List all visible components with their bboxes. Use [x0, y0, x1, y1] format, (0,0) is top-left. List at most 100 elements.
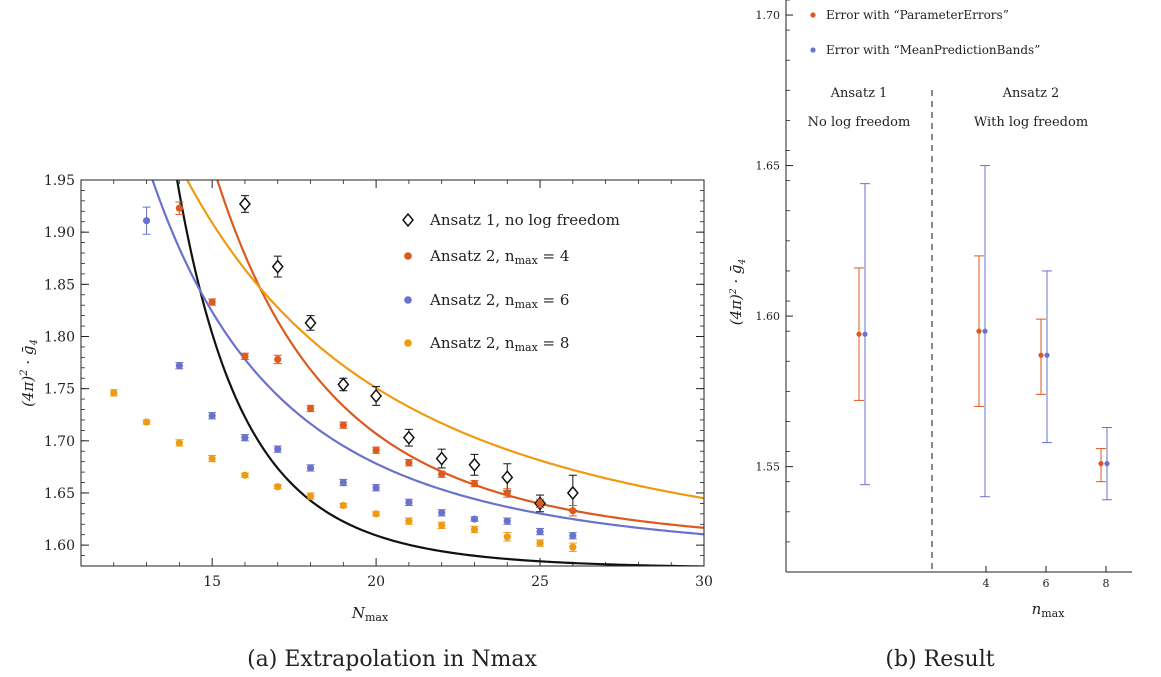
a-point-blue [438, 509, 446, 517]
a-point-red [306, 404, 315, 413]
a-point-orange [503, 533, 511, 541]
a-legend-marker [404, 339, 412, 347]
a-point-orange [208, 454, 216, 463]
a-point-orange [306, 492, 315, 500]
b-legend: Error with “ParameterErrors” Error with … [810, 8, 1040, 57]
a-y-tick-label: 1.70 [44, 434, 75, 450]
a-data-points [109, 195, 579, 552]
a-point-blue [569, 532, 577, 540]
a-point-diamond [468, 457, 481, 472]
a-point-diamond [337, 377, 350, 392]
b-y-tick-label: 1.55 [756, 461, 781, 474]
a-point-red [536, 499, 544, 508]
a-y-tick-label: 1.65 [44, 486, 75, 502]
a-point-orange [339, 501, 347, 510]
a-point-red [274, 355, 282, 364]
a-point-blue [405, 498, 413, 506]
b-y-tick-label: 1.70 [756, 9, 781, 22]
a-y-tick-label: 1.80 [44, 329, 75, 345]
a-point-blue [306, 464, 315, 472]
a-point-blue [503, 517, 511, 525]
a-fit-curve-red [216, 180, 704, 529]
b-point [982, 328, 988, 334]
b-legend-label-param: Error with “ParameterErrors” [826, 8, 1009, 22]
a-point-diamond [501, 470, 514, 485]
a-y-tick-label: 1.60 [44, 538, 75, 554]
a-x-tick-label: 15 [203, 574, 221, 590]
a-point-red [569, 507, 577, 515]
b-axes [785, 0, 1132, 573]
b-point [862, 331, 868, 337]
a-fit-curve-blue [151, 180, 704, 536]
a-point-orange [470, 525, 479, 534]
a-point-diamond [304, 315, 317, 331]
b-legend-label-band: Error with “MeanPredictionBands” [826, 43, 1040, 57]
a-point-orange [438, 521, 446, 529]
a-point-red [241, 352, 249, 360]
a-point-orange [175, 439, 183, 447]
a-point-orange [274, 483, 282, 491]
b-point [976, 328, 982, 334]
a-y-tick-label: 1.75 [44, 382, 75, 398]
b-section-1-subtitle: No log freedom [808, 115, 911, 130]
a-legend-label: Ansatz 1, no log freedom [429, 211, 620, 229]
b-section-2-subtitle: With log freedom [974, 115, 1088, 130]
a-point-diamond [402, 430, 415, 445]
a-point-blue [208, 412, 216, 420]
b-legend-marker-band [810, 47, 816, 53]
a-point-red [470, 479, 479, 488]
a-point-diamond [435, 451, 448, 466]
b-point [856, 331, 862, 337]
b-section-2-title: Ansatz 2 [1002, 86, 1060, 101]
a-x-tick-label: 30 [695, 574, 713, 590]
a-y-tick-label: 1.85 [44, 277, 75, 293]
b-x-axis-title: nmax [1032, 600, 1066, 620]
a-point-red [372, 446, 380, 454]
b-section-1-title: Ansatz 1 [830, 86, 888, 101]
a-point-blue [372, 484, 380, 492]
a-point-blue [142, 217, 151, 225]
a-point-orange [142, 418, 151, 426]
a-legend-label: Ansatz 2, nmax = 8 [429, 334, 569, 354]
a-y-tick-label: 1.95 [44, 173, 75, 189]
b-x-tick-label: 8 [1103, 577, 1110, 590]
b-point [1104, 461, 1110, 467]
a-point-orange [536, 539, 544, 547]
b-x-tick-label: 4 [983, 577, 990, 590]
chart-result: 1.55 1.60 1.65 1.70 4 6 8 Ansatz 1 No log free… [727, 0, 1132, 620]
caption-right: (b) Result [885, 647, 994, 672]
a-point-blue [175, 362, 183, 370]
caption-left: (a) Extrapolation in Nmax [247, 647, 537, 672]
a-fit-curves [151, 180, 704, 566]
a-point-red [208, 298, 216, 306]
a-legend-label: Ansatz 2, nmax = 4 [429, 247, 569, 267]
a-point-orange [110, 389, 118, 397]
a-point-red [503, 489, 511, 497]
a-point-red [405, 459, 413, 467]
a-legend-marker [402, 212, 414, 228]
a-point-orange [372, 510, 380, 518]
b-point [1044, 352, 1050, 358]
b-point [1098, 461, 1104, 467]
a-point-diamond [566, 485, 579, 501]
b-y-tick-label: 1.65 [756, 160, 781, 173]
a-point-blue [274, 445, 282, 453]
a-legend-marker [404, 252, 412, 260]
a-x-tick-label: 20 [367, 574, 385, 590]
a-legend-marker [404, 296, 412, 304]
a-y-axis-title: (4π)2 · ḡ4 [19, 339, 40, 407]
a-point-diamond [238, 196, 251, 212]
a-point-diamond [370, 388, 383, 404]
a-plot-frame [80, 179, 705, 567]
a-x-tick-label: 25 [531, 574, 549, 590]
a-point-red [438, 470, 446, 478]
a-point-orange [569, 543, 577, 551]
a-legend-label: Ansatz 2, nmax = 6 [429, 291, 569, 311]
a-point-blue [241, 434, 249, 442]
a-point-orange [241, 471, 249, 479]
b-x-tick-label: 6 [1043, 577, 1050, 590]
a-point-orange [405, 517, 413, 525]
a-y-tick-label: 1.90 [44, 225, 75, 241]
a-fit-curve-orange [185, 180, 704, 500]
